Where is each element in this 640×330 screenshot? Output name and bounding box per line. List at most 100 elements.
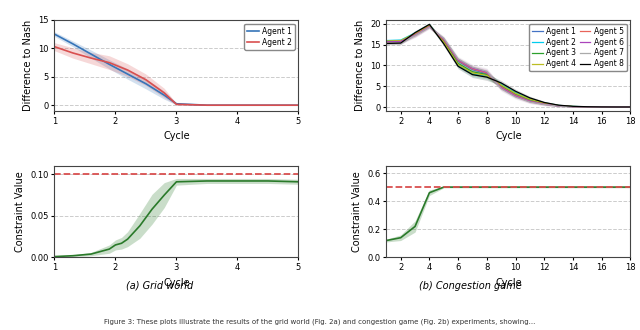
Agent 6 [512, 94, 520, 98]
Agent 4 [483, 74, 491, 78]
Agent 1 [440, 39, 447, 43]
Agent 6 [598, 105, 605, 109]
Y-axis label: Constraint Value: Constraint Value [352, 171, 362, 252]
Agent 8 [468, 73, 476, 77]
Agent 3 [412, 32, 419, 36]
Agent 6 [612, 105, 620, 109]
Agent 8 [540, 100, 548, 104]
Agent 7 [627, 105, 634, 109]
Agent 1 [454, 59, 462, 63]
Agent 2 [69, 51, 77, 55]
Agent 5 [627, 105, 634, 109]
Line: Agent 2: Agent 2 [54, 47, 298, 105]
Agent 5 [397, 40, 404, 44]
Line: Agent 1: Agent 1 [54, 34, 298, 105]
Agent 2 [234, 103, 241, 107]
Agent 1 [612, 105, 620, 109]
Agent 3 [483, 73, 491, 77]
Legend: Agent 1, Agent 2, Agent 3, Agent 4, Agent 5, Agent 6, Agent 7, Agent 8: Agent 1, Agent 2, Agent 3, Agent 4, Agen… [529, 24, 627, 72]
Agent 6 [627, 105, 634, 109]
Agent 4 [512, 91, 520, 95]
Agent 1 [426, 24, 433, 28]
Agent 1 [555, 104, 563, 108]
Agent 1 [51, 32, 58, 36]
Agent 1 [106, 62, 113, 66]
Agent 1 [483, 72, 491, 76]
Agent 7 [468, 65, 476, 69]
Line: Agent 8: Agent 8 [387, 24, 630, 107]
Agent 1 [203, 103, 211, 107]
Agent 7 [397, 41, 404, 45]
Agent 2 [555, 103, 563, 107]
Agent 8 [412, 31, 419, 35]
Agent 6 [454, 58, 462, 62]
Agent 2 [264, 103, 272, 107]
Agent 6 [397, 39, 404, 43]
Agent 6 [412, 33, 419, 37]
Agent 3 [612, 105, 620, 109]
Agent 2 [124, 68, 131, 72]
Agent 2 [627, 105, 634, 109]
Agent 8 [569, 104, 577, 108]
Agent 5 [426, 24, 433, 28]
Agent 8 [598, 105, 605, 109]
X-axis label: Cycle: Cycle [163, 278, 189, 287]
Agent 2 [87, 56, 95, 60]
Agent 3 [426, 24, 433, 28]
Agent 2 [440, 41, 447, 45]
Agent 2 [497, 82, 505, 86]
Agent 5 [569, 105, 577, 109]
Agent 2 [51, 45, 58, 49]
Agent 6 [426, 25, 433, 29]
Agent 5 [454, 58, 462, 62]
Agent 5 [512, 93, 520, 97]
Agent 8 [627, 105, 634, 109]
Agent 8 [526, 96, 534, 100]
Agent 4 [526, 97, 534, 101]
Agent 4 [555, 104, 563, 108]
Text: (a) Grid world: (a) Grid world [126, 281, 194, 291]
Agent 5 [483, 71, 491, 75]
Agent 1 [569, 105, 577, 109]
Agent 4 [627, 105, 634, 109]
Agent 5 [383, 40, 390, 44]
Agent 5 [440, 38, 447, 42]
Agent 1 [627, 105, 634, 109]
Agent 6 [584, 105, 591, 109]
Agent 4 [426, 23, 433, 27]
Agent 7 [540, 103, 548, 107]
Agent 8 [397, 41, 404, 45]
Agent 8 [483, 75, 491, 79]
Agent 1 [161, 93, 168, 97]
Text: Figure 3: These plots illustrate the results of the grid world (Fig. 2a) and con: Figure 3: These plots illustrate the res… [104, 318, 536, 325]
Agent 4 [497, 83, 505, 87]
Agent 2 [203, 103, 211, 107]
Agent 2 [161, 91, 168, 95]
Agent 1 [512, 93, 520, 97]
Agent 3 [526, 98, 534, 102]
Agent 4 [412, 32, 419, 36]
Agent 7 [497, 87, 505, 91]
Agent 1 [383, 41, 390, 45]
Agent 4 [397, 39, 404, 43]
Line: Agent 2: Agent 2 [387, 25, 630, 107]
Agent 4 [584, 105, 591, 109]
Agent 1 [264, 103, 272, 107]
Agent 2 [540, 101, 548, 105]
Y-axis label: Difference to Nash: Difference to Nash [355, 20, 365, 111]
Agent 8 [612, 105, 620, 109]
Agent 1 [412, 32, 419, 36]
Agent 7 [598, 105, 605, 109]
Agent 4 [383, 39, 390, 43]
Agent 7 [584, 105, 591, 109]
Agent 3 [383, 39, 390, 43]
Agent 6 [526, 100, 534, 104]
Agent 8 [440, 42, 447, 46]
Agent 3 [440, 39, 447, 43]
Agent 3 [468, 70, 476, 74]
Agent 5 [468, 67, 476, 71]
X-axis label: Cycle: Cycle [495, 278, 522, 287]
Agent 3 [555, 104, 563, 108]
Agent 1 [234, 103, 241, 107]
Agent 7 [612, 105, 620, 109]
